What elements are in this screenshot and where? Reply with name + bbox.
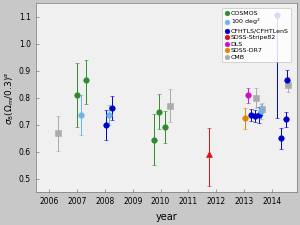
- Y-axis label: $\sigma_8(\Omega_{\rm m}/0.3)^\alpha$: $\sigma_8(\Omega_{\rm m}/0.3)^\alpha$: [3, 71, 16, 125]
- Legend: COSMOS, 100 deg$^2$, CFHTLS/CFHTLenS, SDSS-Stripe82, DLS, SDSS-DR7, CMB: COSMOS, 100 deg$^2$, CFHTLS/CFHTLenS, SD…: [222, 8, 291, 62]
- X-axis label: year: year: [155, 212, 177, 222]
